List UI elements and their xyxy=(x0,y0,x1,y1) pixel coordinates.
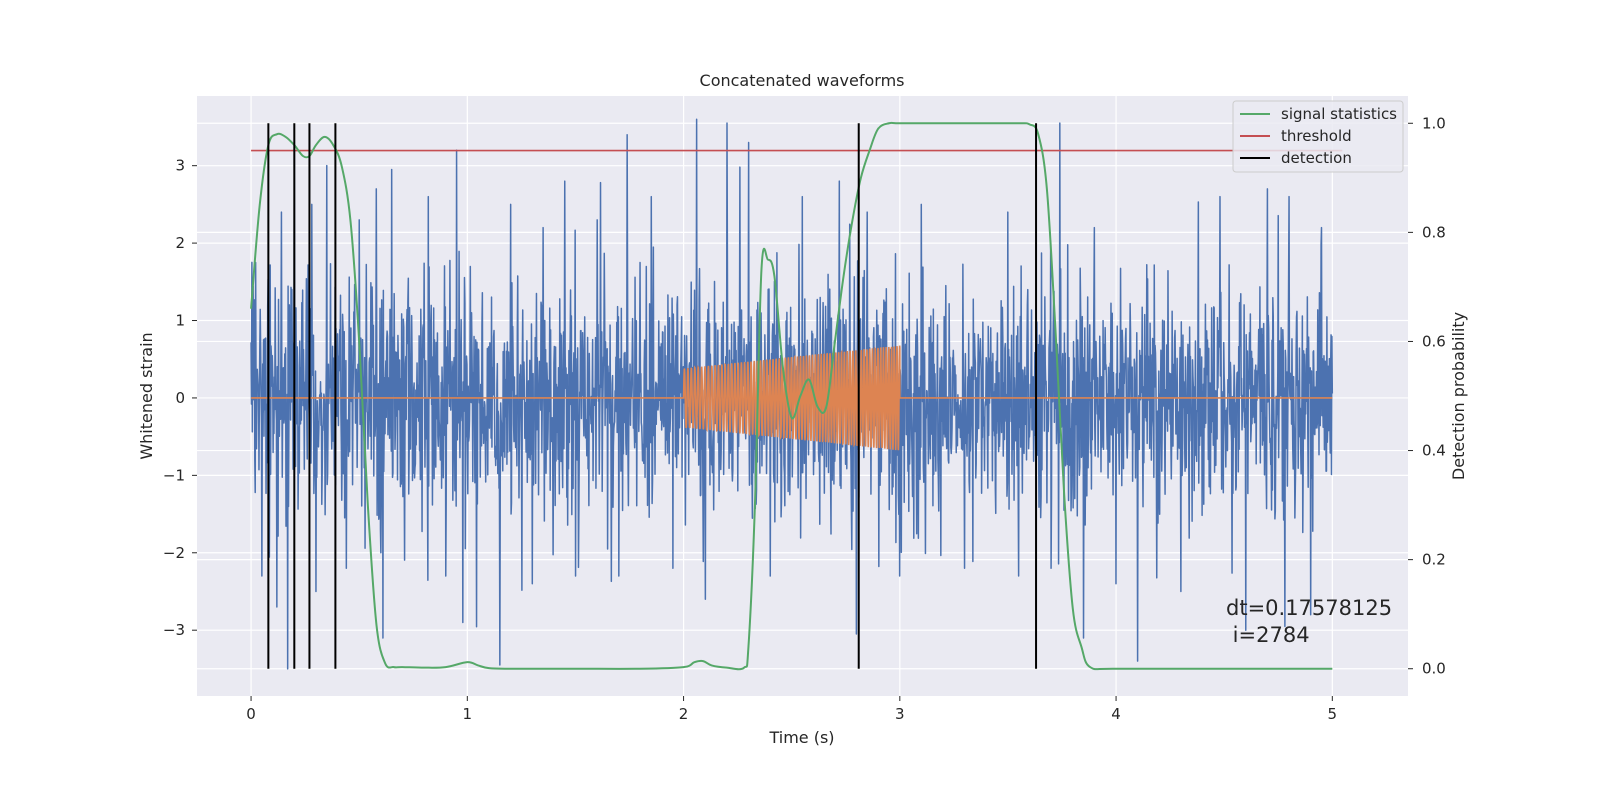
y2-axis-ticks: 1.0 0.8 0.6 0.4 0.2 0.0 xyxy=(1408,114,1446,678)
y-tick-label: 2 xyxy=(175,234,185,252)
y2-tick-label: 0.4 xyxy=(1422,442,1446,460)
legend-label-threshold: threshold xyxy=(1281,127,1352,145)
x-tick-label: 0 xyxy=(246,705,256,723)
signal-statistics-series xyxy=(250,121,1333,671)
chirp-line xyxy=(251,345,1333,451)
y-tick-label: −2 xyxy=(163,544,185,562)
y-tick-label: 0 xyxy=(175,389,185,407)
y-axis-ticks: 3 2 1 0 −1 −2 −3 xyxy=(163,157,197,639)
y2-tick-label: 0.2 xyxy=(1422,551,1446,569)
x-tick-label: 2 xyxy=(679,705,689,723)
legend-box xyxy=(1232,100,1404,173)
legend-label-detection: detection xyxy=(1281,149,1352,167)
x-tick-label: 1 xyxy=(463,705,473,723)
signal-statistics-line xyxy=(250,121,1333,671)
y-tick-label: 1 xyxy=(175,312,185,330)
y2-tick-label: 0.6 xyxy=(1422,332,1446,350)
x-axis-label: Time (s) xyxy=(768,728,834,747)
x-tick-label: 4 xyxy=(1111,705,1121,723)
y2-tick-label: 1.0 xyxy=(1422,114,1446,132)
x-axis-ticks: 0 1 2 3 4 5 xyxy=(246,696,1337,723)
legend-label-signal-statistics: signal statistics xyxy=(1281,105,1397,123)
y-axis-label: Whitened strain xyxy=(137,332,156,459)
y2-tick-label: 0.8 xyxy=(1422,223,1446,241)
detection-lines xyxy=(267,123,1038,669)
legend: signal statistics threshold detection xyxy=(1232,100,1404,173)
annotation-dt: dt=0.17578125 xyxy=(1226,596,1392,620)
y-tick-label: 3 xyxy=(175,157,185,175)
annotation-i: i=2784 xyxy=(1226,623,1310,647)
y-tick-label: −1 xyxy=(163,466,185,484)
x-tick-label: 5 xyxy=(1328,705,1338,723)
y-tick-label: −3 xyxy=(163,621,185,639)
chirp-series xyxy=(251,345,1333,451)
x-tick-label: 3 xyxy=(895,705,905,723)
y2-axis-label: Detection probability xyxy=(1449,312,1468,480)
chart-title: Concatenated waveforms xyxy=(700,71,905,90)
y2-tick-label: 0.0 xyxy=(1422,660,1446,678)
